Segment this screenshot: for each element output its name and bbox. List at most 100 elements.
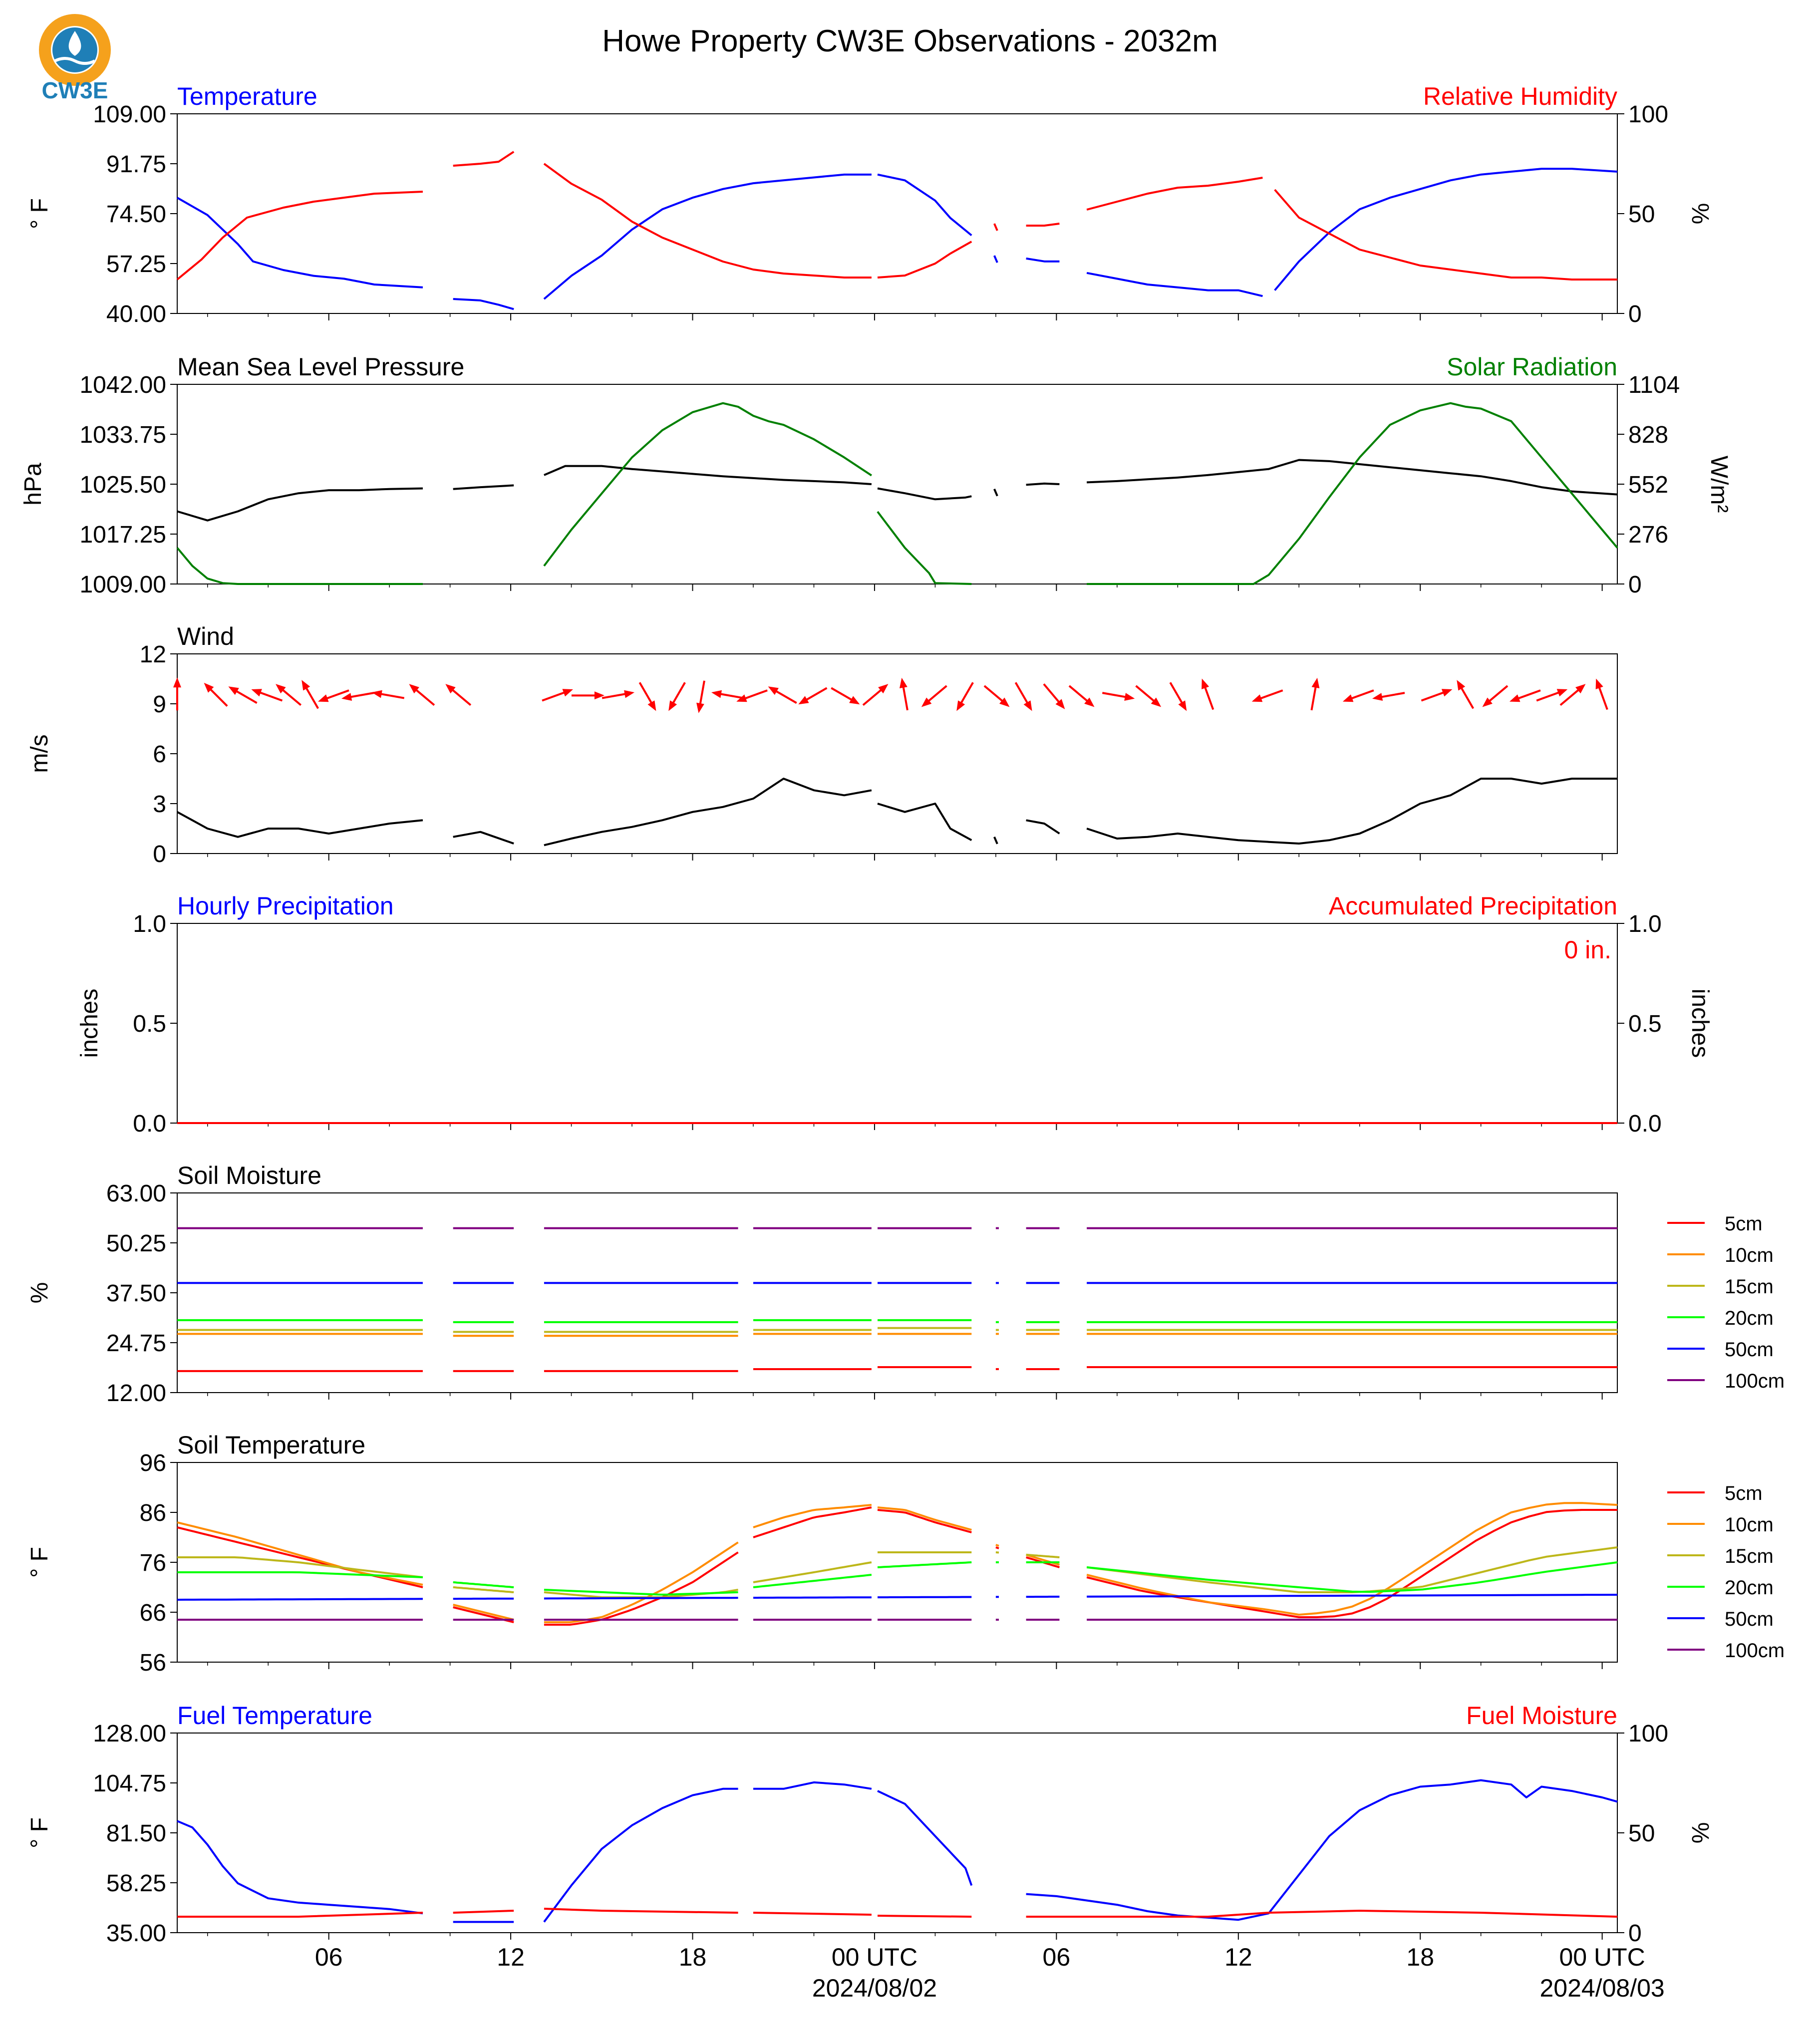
data-segment	[177, 811, 423, 838]
y-axis-label: inches	[76, 989, 103, 1058]
wind-arrow	[571, 691, 605, 700]
data-segment	[1087, 402, 1618, 585]
wind-arrow	[1043, 683, 1065, 709]
logo-wave	[54, 57, 96, 65]
wind-arrow	[862, 684, 889, 706]
data-segment	[543, 1787, 738, 1923]
wind-arrow-head	[1124, 693, 1135, 701]
data-segment	[1274, 168, 1618, 291]
y2-axis-label: inches	[1687, 989, 1713, 1058]
wind-arrow-head	[173, 677, 181, 688]
wind-arrow-head	[921, 697, 932, 707]
data-segment	[877, 1915, 972, 1918]
series-10cm	[177, 1521, 423, 1586]
series-20cm	[1086, 1561, 1618, 1593]
data-segment	[877, 1790, 973, 1886]
y-tick-label: 76	[140, 1550, 166, 1576]
x-tick-label: 12	[1224, 1943, 1252, 1971]
wind-arrow	[1169, 682, 1187, 711]
data-segment	[1087, 459, 1618, 496]
panel-title-right: Solar Radiation	[1447, 353, 1617, 381]
y2-tick-label: 0.0	[1628, 1111, 1662, 1137]
wind-arrow	[251, 689, 283, 702]
y-tick-label: 37.50	[106, 1280, 166, 1307]
data-segment	[877, 803, 972, 842]
data-segment	[453, 831, 514, 845]
wind-arrow	[983, 685, 1010, 707]
wind-arrow-head	[999, 697, 1010, 707]
data-segment	[177, 1912, 423, 1918]
wind-arrow-head	[1372, 693, 1383, 701]
wind-arrow	[921, 685, 947, 707]
legend-label: 10cm	[1725, 1244, 1774, 1266]
legend-label: 20cm	[1725, 1577, 1774, 1599]
series-20cm	[544, 1589, 738, 1596]
y-tick-label: 1009.00	[79, 572, 166, 598]
y2-axis-label: %	[1687, 1822, 1713, 1844]
wind-arrow-head	[956, 700, 965, 711]
data-segment	[1086, 272, 1263, 297]
y-axis-label: hPa	[20, 463, 46, 506]
wind-arrow	[1251, 689, 1283, 702]
series-5cm	[753, 1506, 872, 1538]
wind-arrow	[900, 677, 909, 711]
data-segment	[453, 298, 514, 310]
wind-arrow	[1595, 678, 1608, 710]
accumulated-value: 0 in.	[1564, 936, 1611, 964]
y-tick-label: 35.00	[106, 1920, 166, 1947]
data-segment	[993, 223, 998, 231]
x-tick-label: 06	[1043, 1943, 1071, 1971]
x-date-label: 2024/08/02	[812, 1974, 937, 2002]
x-tick-label: 18	[679, 1943, 707, 1971]
y-tick-label: 6	[153, 741, 166, 768]
series-10cm	[453, 1604, 514, 1621]
wind-arrow-head	[445, 684, 456, 694]
x-tick-label: 18	[1406, 1943, 1434, 1971]
y2-tick-label: 1.0	[1628, 911, 1662, 937]
wind-arrow	[1457, 680, 1475, 709]
panel-title-left: Fuel Temperature	[177, 1702, 372, 1730]
wind-arrow	[1202, 678, 1214, 710]
wind-arrow-head	[1441, 689, 1453, 697]
figure-title: Howe Property CW3E Observations - 2032m	[602, 24, 1218, 58]
data-segment	[1026, 257, 1060, 263]
data-segment	[1026, 223, 1060, 227]
logo-text: CW3E	[42, 77, 108, 103]
x-tick-label: 00 UTC	[1559, 1943, 1645, 1971]
y-tick-label: 57.25	[106, 251, 166, 278]
wind-arrow-head	[204, 682, 214, 693]
plot-frame	[177, 923, 1618, 1124]
wind-arrow-head	[1342, 694, 1354, 702]
data-segment	[543, 163, 872, 279]
x-date-label: 2024/08/03	[1540, 1974, 1665, 2002]
series-10cm	[544, 1541, 739, 1623]
panel-0: Temperature Relative Humidity 109.00 91.75 7…	[26, 82, 1713, 327]
wind-arrow-head	[1178, 700, 1187, 711]
wind-arrow	[1014, 682, 1032, 711]
wind-arrow	[341, 692, 374, 701]
wind-arrow	[276, 684, 302, 706]
wind-arrow	[602, 690, 635, 699]
data-segment	[543, 173, 872, 300]
data-segment	[176, 191, 423, 281]
panel-title-right: Accumulated Precipitation	[1329, 892, 1617, 920]
data-segment	[877, 487, 972, 501]
data-segment	[1086, 177, 1263, 211]
y2-tick-label: 0	[1628, 301, 1642, 327]
y-tick-label: 12	[140, 641, 166, 668]
y-tick-label: 1033.75	[79, 422, 166, 448]
y-tick-label: 1025.50	[79, 472, 166, 498]
wind-arrow-head	[1311, 677, 1320, 688]
data-segment	[877, 241, 972, 279]
data-segment	[544, 778, 872, 847]
y2-tick-label: 100	[1628, 1721, 1668, 1747]
logo-drop-icon	[68, 31, 81, 56]
y-axis-label: %	[26, 1282, 53, 1304]
wind-arrow-head	[251, 689, 262, 697]
data-segment	[177, 487, 423, 522]
y-tick-label: 109.00	[93, 101, 166, 128]
data-segment	[1026, 1779, 1618, 1921]
series-20cm	[877, 1561, 972, 1568]
wind-arrow-head	[1510, 694, 1520, 702]
